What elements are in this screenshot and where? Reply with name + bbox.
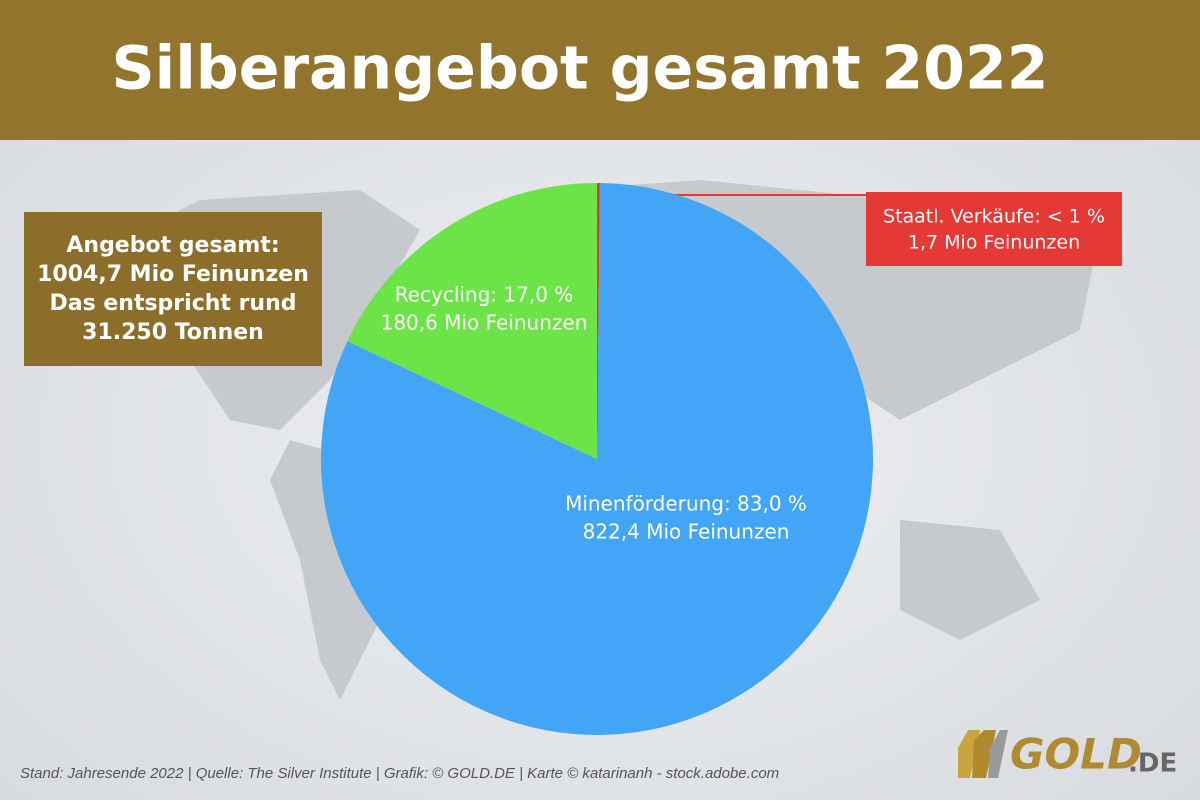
info-box xyxy=(24,212,322,366)
info-line: 1004,7 Mio Feinunzen xyxy=(37,262,309,287)
logo-brand: GOLD xyxy=(1010,730,1142,779)
pie: Staatl. Verkäufe: < 1 % 1,7 Mio Feinunzen… xyxy=(320,183,1122,736)
info-line: Das entspricht rund xyxy=(50,291,297,316)
pie-slice xyxy=(320,183,873,736)
title: Silberangebot gesamt 2022 xyxy=(111,34,1048,104)
value-label: 1,7 Mio Feinunzen xyxy=(908,232,1080,254)
slice-label: Minenförderung: 83,0 % xyxy=(565,492,807,516)
value-label: 822,4 Mio Feinunzen xyxy=(583,520,790,544)
info-line: 31.250 Tonnen xyxy=(82,320,264,345)
slice-label: Staatl. Verkäufe: < 1 % xyxy=(883,206,1105,228)
info-text: Angebot gesamt: 1004,7 Mio Feinunzen Das e… xyxy=(37,233,309,345)
footer: Stand: Jahresende 2022 | Quelle: The Sil… xyxy=(20,765,779,782)
callout-box xyxy=(866,192,1122,266)
pie-slice xyxy=(347,183,597,459)
slice-label: Recycling: 17,0 % xyxy=(395,283,574,307)
info-line: Angebot gesamt: xyxy=(66,233,279,258)
value-label: 180,6 Mio Feinunzen xyxy=(381,311,588,335)
logo: GOLD .DE xyxy=(958,730,1177,779)
logo-suffix: .DE xyxy=(1128,749,1177,779)
header-band xyxy=(0,0,1200,140)
